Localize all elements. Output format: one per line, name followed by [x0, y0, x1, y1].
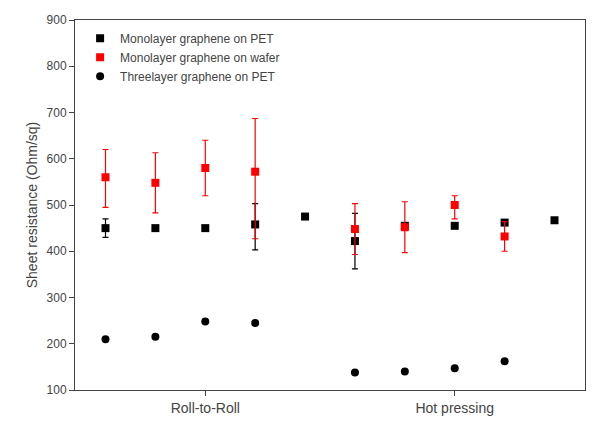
- svg-text:800: 800: [47, 59, 67, 73]
- svg-text:400: 400: [47, 244, 67, 258]
- svg-text:100: 100: [47, 383, 67, 397]
- svg-text:700: 700: [47, 106, 67, 120]
- svg-text:500: 500: [47, 198, 67, 212]
- svg-text:300: 300: [47, 291, 67, 305]
- svg-text:Roll-to-Roll: Roll-to-Roll: [171, 400, 240, 416]
- svg-text:Hot pressing: Hot pressing: [415, 400, 494, 416]
- svg-text:900: 900: [47, 13, 67, 27]
- svg-text:Sheet resistance (Ohm/sq): Sheet resistance (Ohm/sq): [24, 122, 40, 289]
- svg-text:600: 600: [47, 152, 67, 166]
- svg-text:Threelayer graphene on PET: Threelayer graphene on PET: [120, 70, 275, 84]
- svg-text:Monolayer graphene on wafer: Monolayer graphene on wafer: [120, 51, 279, 65]
- svg-text:Monolayer graphene on PET: Monolayer graphene on PET: [120, 32, 274, 46]
- svg-text:200: 200: [47, 337, 67, 351]
